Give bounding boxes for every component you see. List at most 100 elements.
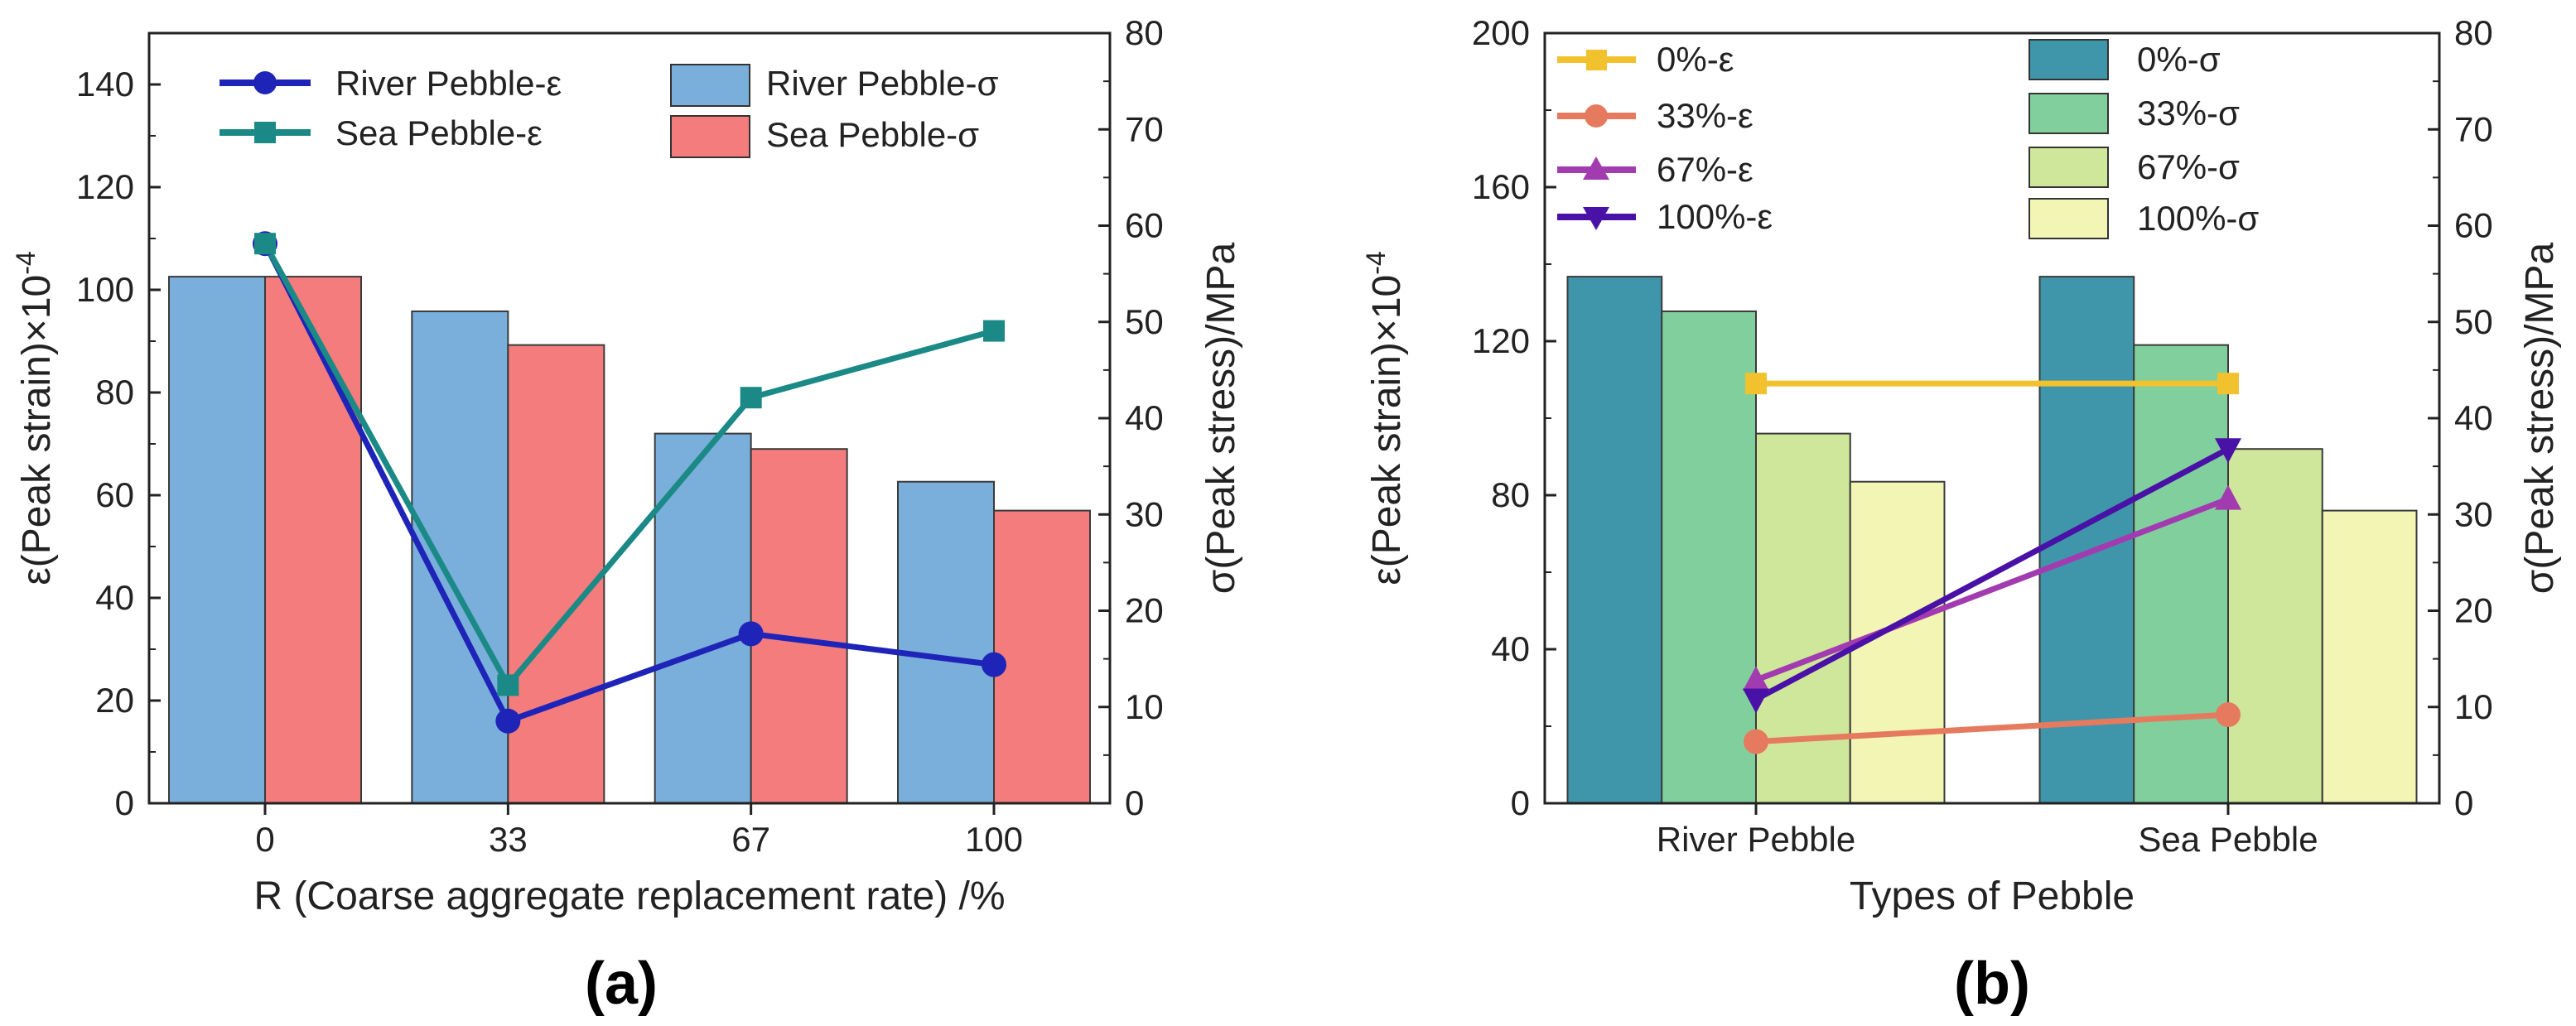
panel-b-lines [1754,380,2230,745]
b-point-0-sea-pebble [2217,373,2239,395]
b-xtick-label-river-pebble: River Pebble [1657,820,1855,859]
b-xtick-label-sea-pebble: Sea Pebble [2138,820,2318,859]
a-ytick-left-label: 140 [76,65,134,104]
panel-b-legend-item-100-sigma: 100%-σ [2028,198,2259,239]
a-ytick-left-label: 60 [95,475,134,514]
panel-b-legend-label-67-eps: 67%-ε [1657,150,1754,189]
b-bar-33-river-pebble [1661,310,1757,804]
panel-b-legend-label-100-sigma: 100%-σ [2137,199,2259,238]
a-point-river-pebble-33 [495,708,521,734]
panel-a-ticks: 0 20 40 60 80 100 120 140 0 10 20 30 40 50 60 70 80 0 33 67… [76,13,1164,859]
panel-b-y-right-title: σ(Peak stress)/MPa [2518,243,2562,595]
panel-b-legend-item-67-eps: 67%-ε [1557,150,1754,189]
b-ytick-right-label: 70 [2454,109,2493,148]
a-bar-sea-pebble-33 [507,344,605,804]
a-point-river-pebble-100 [982,652,1006,677]
b-point-33-sea-pebble [2216,702,2241,728]
a-ytick-right-label: 50 [1125,302,1164,341]
panel-b-bars [1566,276,2418,804]
a-bar-river-pebble-67 [654,432,752,804]
a-line-river-pebble [262,242,995,725]
a-point-sea-pebble-33 [497,674,519,696]
panel-a-x-title: R (Coarse aggregate replacement rate) /% [253,874,1005,918]
panel-b: 0 40 80 120 160 200 0 10 20 30 40 50 60 70 80 River Peb… [1361,13,2562,1017]
b-bar-33-sea-pebble [2133,344,2229,804]
a-ytick-left-label: 80 [95,373,134,412]
a-ytick-left-label: 20 [95,681,134,720]
panel-a-legend-item-sea-sigma: Sea Pebble-σ [670,115,979,158]
panel-b-markers [1743,373,2241,754]
b-ytick-right-label: 60 [2454,206,2493,245]
b-point-67-sea-pebble [2215,484,2241,510]
panel-a-legend-item-river-eps: River Pebble-ε [219,64,562,103]
panel-b-legend-item-33-eps: 33%-ε [1557,96,1754,135]
panel-b-legend-item-100-eps: 100%-ε [1557,197,1773,236]
a-ytick-right-label: 30 [1125,494,1164,533]
b-ytick-right-label: 30 [2454,494,2493,533]
a-ytick-right-label: 70 [1125,109,1164,148]
a-ytick-left-label: 100 [76,270,134,309]
b-ytick-right-label: 50 [2454,302,2493,341]
a-xtick-label-67: 67 [731,820,770,859]
b-line-67 [1754,496,2230,683]
panel-a-legend: River Pebble-ε Sea Pebble-ε River Pebble… [219,64,998,158]
a-ytick-left-label: 120 [76,167,134,206]
a-point-sea-pebble-0 [254,233,276,255]
a-bar-sea-pebble-67 [750,448,848,804]
a-ytick-left-label: 0 [115,783,134,822]
b-point-33-river-pebble [1744,729,1768,754]
a-point-sea-pebble-100 [983,320,1005,342]
b-bar-100-sea-pebble [2321,509,2418,804]
b-bar-67-sea-pebble [2227,448,2323,804]
panel-a-legend-label-river-sigma: River Pebble-σ [766,64,998,103]
panel-a-bars [168,276,1091,804]
panel-b-legend-item-0-eps: 0%-ε [1557,40,1734,79]
panel-a-y-left-title: ε(Peak strain)×10-4 [11,251,59,585]
panel-a-legend-label-sea-eps: Sea Pebble-ε [335,113,543,152]
panel-a-legend-item-river-sigma: River Pebble-σ [670,64,998,107]
b-point-0-river-pebble [1745,373,1767,395]
a-bar-river-pebble-100 [897,480,995,804]
b-ytick-left-label: 120 [1472,321,1530,360]
a-ytick-right-label: 0 [1125,783,1144,822]
b-line-33 [1755,711,2229,745]
panel-a: 0 20 40 60 80 100 120 140 0 10 20 30 40 50 60 70 80 0 33 67… [11,13,1243,1017]
b-line-100 [1754,446,2230,702]
b-bar-67-river-pebble [1755,432,1851,804]
panel-b-x-title: Types of Pebble [1850,874,2135,918]
panel-b-ticks: 0 40 80 120 160 200 0 10 20 30 40 50 60 70 80 River Peb… [1472,13,2493,859]
a-line-sea-pebble [262,242,995,688]
panel-b-legend: 0%-ε 33%-ε 67%-ε 100%-ε 0%-σ [1557,39,2259,239]
panel-b-legend-item-0-sigma: 0%-σ [2028,39,2221,80]
panel-a-caption: (a) [585,951,658,1017]
panel-b-legend-label-67-sigma: 67%-σ [2137,147,2240,186]
panel-b-caption: (b) [1954,951,2030,1017]
b-bar-0-river-pebble [1566,276,1663,804]
panel-b-legend-item-67-sigma: 67%-σ [2028,147,2240,188]
b-ytick-left-label: 200 [1472,13,1530,52]
a-ytick-right-label: 20 [1125,591,1164,630]
b-ytick-left-label: 40 [1491,629,1530,668]
b-ytick-left-label: 80 [1491,475,1530,514]
a-xtick-label-100: 100 [965,820,1023,859]
b-point-67-river-pebble [1743,666,1769,691]
panel-a-legend-label-sea-sigma: Sea Pebble-σ [766,115,979,154]
a-ytick-left-label: 40 [95,578,134,617]
a-ytick-right-label: 60 [1125,206,1164,245]
b-ytick-right-label: 80 [2454,13,2493,52]
a-ytick-right-label: 80 [1125,13,1164,52]
panel-b-legend-label-0-eps: 0%-ε [1657,40,1734,79]
panel-b-legend-label-33-eps: 33%-ε [1657,96,1754,135]
panel-b-legend-label-100-eps: 100%-ε [1657,197,1773,236]
a-point-sea-pebble-67 [740,387,762,409]
a-bar-sea-pebble-100 [993,509,1091,804]
panel-a-legend-item-sea-eps: Sea Pebble-ε [219,113,543,152]
panel-b-legend-item-33-sigma: 33%-σ [2028,93,2240,134]
b-ytick-left-label: 0 [1511,783,1530,822]
b-ytick-right-label: 10 [2454,687,2493,726]
b-ytick-right-label: 0 [2454,783,2473,822]
b-ytick-right-label: 40 [2454,398,2493,437]
b-ytick-right-label: 20 [2454,591,2493,630]
panel-a-lines [262,242,995,725]
a-xtick-label-33: 33 [489,820,528,859]
